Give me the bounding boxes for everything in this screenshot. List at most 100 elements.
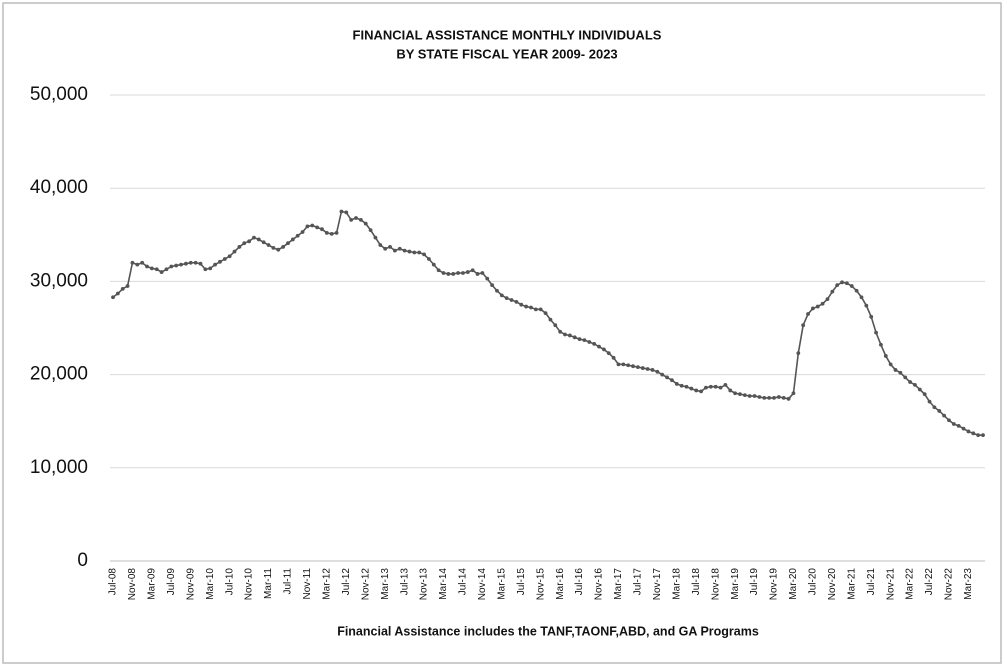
data-point — [266, 243, 271, 247]
data-point — [854, 288, 859, 293]
x-tick-label: Jul-08 — [108, 568, 119, 596]
x-axis-label: Financial Assistance includes the TANF,T… — [337, 624, 759, 638]
data-point — [495, 288, 499, 293]
data-point — [290, 237, 295, 242]
data-point — [888, 362, 893, 367]
data-point — [937, 409, 942, 413]
data-point — [247, 239, 251, 244]
data-point — [597, 344, 601, 349]
data-point — [820, 301, 825, 306]
data-point — [747, 394, 752, 398]
data-point — [354, 216, 358, 220]
data-point — [237, 245, 242, 249]
data-point — [441, 271, 446, 275]
data-point — [135, 262, 140, 267]
data-point — [762, 396, 767, 400]
x-tick-label: Nov-19 — [769, 568, 780, 601]
x-tick-label: Jul-11 — [283, 568, 294, 595]
x-tick-label: Nov-21 — [885, 568, 896, 601]
y-tick-label: 40,000 — [30, 177, 88, 198]
data-point — [334, 231, 339, 235]
x-tick-label: Nov-14 — [477, 568, 488, 601]
x-tick-label: Nov-10 — [244, 568, 255, 601]
data-point — [781, 396, 786, 400]
data-point — [120, 286, 125, 291]
data-point — [407, 249, 412, 254]
data-point — [324, 231, 329, 235]
x-tick-label: Jul-10 — [224, 568, 235, 596]
data-point — [742, 393, 747, 398]
data-point — [874, 330, 878, 335]
x-tick-label: Mar-12 — [321, 568, 332, 600]
data-point — [130, 260, 135, 265]
data-point — [125, 284, 130, 288]
data-point — [947, 418, 951, 423]
data-point — [849, 284, 854, 288]
chart-title: BY STATE FISCAL YEAR 2009- 2023 — [396, 46, 617, 61]
data-point — [115, 291, 120, 296]
data-point — [728, 388, 733, 393]
data-point — [776, 395, 781, 399]
data-point — [363, 221, 368, 226]
data-point — [344, 210, 349, 215]
data-point — [903, 375, 908, 380]
data-point — [932, 405, 937, 410]
data-point — [417, 250, 422, 255]
data-point — [689, 386, 694, 391]
data-point — [451, 272, 456, 276]
data-point — [529, 305, 533, 310]
data-point — [553, 323, 558, 328]
x-tick-label: Nov-16 — [594, 568, 605, 601]
x-tick-label: Nov-22 — [944, 568, 955, 601]
x-tick-label: Mar-21 — [846, 568, 857, 600]
x-tick-label: Jul-22 — [924, 568, 935, 596]
data-point — [436, 268, 441, 273]
data-point — [427, 257, 431, 261]
data-point — [252, 235, 256, 240]
data-point — [558, 329, 563, 334]
data-point — [971, 431, 976, 436]
x-tick-label: Mar-11 — [263, 568, 274, 599]
data-point — [431, 262, 436, 267]
data-point — [723, 382, 728, 387]
data-point — [169, 264, 174, 269]
data-point — [383, 246, 388, 251]
data-point — [422, 252, 426, 257]
x-tick-label: Jul-13 — [399, 568, 410, 596]
x-tick-label: Jul-18 — [691, 568, 702, 596]
data-point — [315, 225, 320, 230]
x-tick-label: Mar-15 — [496, 568, 507, 600]
data-point — [621, 362, 626, 367]
data-point — [388, 245, 392, 249]
data-point — [378, 243, 383, 247]
data-point — [339, 209, 344, 214]
data-point — [665, 375, 669, 380]
data-point — [412, 250, 417, 255]
data-point — [840, 280, 844, 285]
data-point — [461, 271, 465, 275]
data-point — [174, 263, 179, 268]
x-tick-label: Jul-15 — [516, 568, 527, 596]
x-tick-label: Jul-21 — [866, 568, 877, 596]
data-point — [232, 249, 237, 254]
data-point — [509, 298, 514, 302]
data-point — [815, 304, 820, 309]
data-point — [281, 245, 286, 249]
data-point — [154, 267, 159, 272]
data-point — [524, 304, 529, 309]
data-point — [845, 281, 849, 286]
data-point — [480, 271, 485, 275]
data-point — [981, 433, 985, 438]
data-point — [577, 337, 582, 342]
data-point — [159, 270, 164, 274]
data-point — [611, 355, 616, 360]
data-point — [242, 241, 247, 246]
data-point — [300, 230, 305, 234]
data-point — [567, 333, 572, 338]
x-tick-label: Jul-12 — [341, 568, 352, 596]
data-point — [670, 378, 674, 383]
data-point — [402, 248, 407, 253]
data-point — [485, 276, 490, 281]
